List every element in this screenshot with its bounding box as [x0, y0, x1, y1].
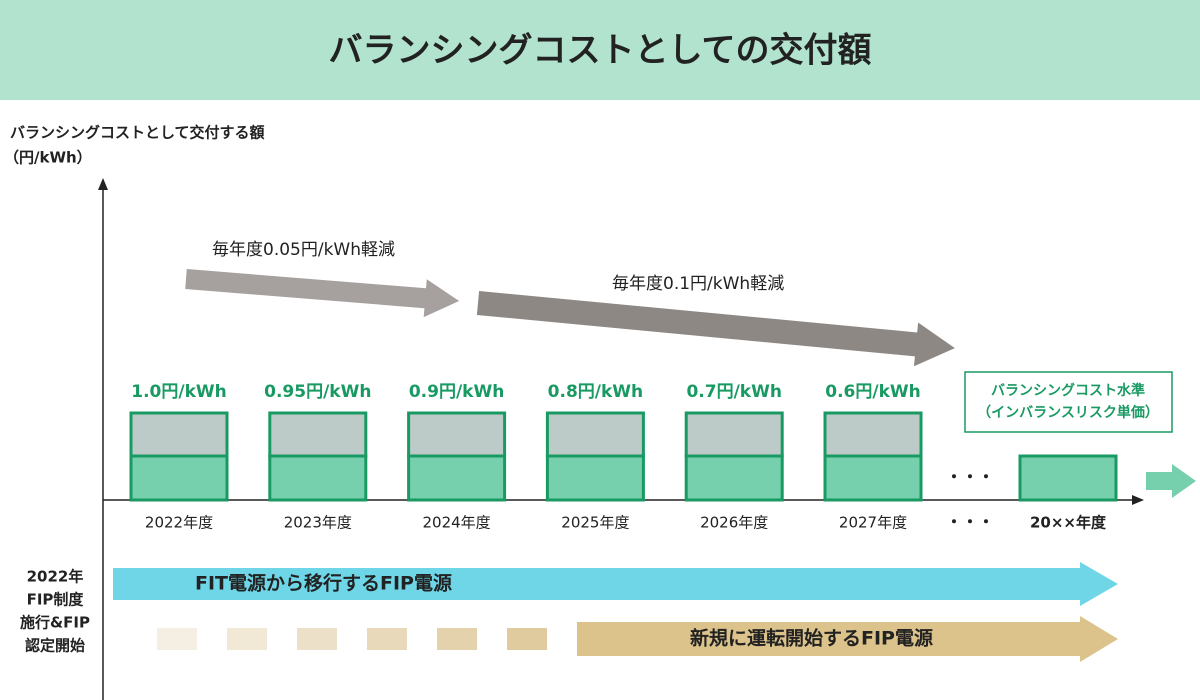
- bar-lower: [545, 454, 645, 502]
- y-axis-arrow: [98, 178, 108, 190]
- bar-lower: [823, 454, 923, 502]
- flow-label: FIT電源から移行するFIP電源: [195, 572, 452, 595]
- year-label: 2026年度: [700, 514, 768, 532]
- flow-block: [227, 628, 267, 650]
- side-note: 認定開始: [25, 637, 85, 655]
- bar-lower: [407, 454, 507, 502]
- bar-label: 0.7円/kWh: [686, 382, 781, 402]
- legend-box: [964, 371, 1173, 433]
- bar-label: 0.95円/kWh: [264, 382, 371, 402]
- ellipsis: ・・・: [946, 468, 994, 487]
- bar-upper: [545, 411, 645, 458]
- continue-arrow: [1146, 464, 1196, 498]
- title: バランシングコストとしての交付額: [329, 31, 872, 71]
- flow-block: [437, 628, 477, 650]
- flow-block: [297, 628, 337, 650]
- legend-text: （インバランスリスク単価）: [977, 404, 1159, 421]
- flow-block: [367, 628, 407, 650]
- side-note: 2022年: [27, 568, 84, 586]
- flow-arrow: [113, 562, 1118, 606]
- annotation: 毎年度0.05円/kWh軽減: [212, 240, 395, 260]
- bar-upper: [684, 411, 784, 458]
- year-label: 2025年度: [561, 514, 629, 532]
- bar-lower: [684, 454, 784, 502]
- bar-upper: [407, 411, 507, 458]
- header-band: [0, 0, 1200, 100]
- flow-arrow: [577, 616, 1118, 662]
- year-label: 2022年度: [145, 514, 213, 532]
- x-axis-arrow: [1132, 495, 1144, 505]
- bar-label: 1.0円/kWh: [131, 382, 226, 402]
- flow-label: 新規に運転開始するFIP電源: [690, 627, 933, 650]
- annotation: 毎年度0.1円/kWh軽減: [612, 274, 784, 294]
- flow-block: [157, 628, 197, 650]
- bar-label: 0.6円/kWh: [825, 382, 920, 402]
- legend-text: バランシングコスト水準: [991, 382, 1145, 399]
- final-year: 20××年度: [1030, 514, 1107, 532]
- flow-block: [507, 628, 547, 650]
- year-label: 2024年度: [423, 514, 491, 532]
- side-note: 施行&FIP: [20, 614, 90, 632]
- bar-label: 0.9円/kWh: [409, 382, 504, 402]
- ellipsis: ・・・: [946, 513, 994, 532]
- bar-upper: [129, 411, 229, 458]
- trend-arrow: [185, 269, 460, 318]
- side-note: FIP制度: [27, 591, 85, 609]
- bar-upper: [823, 411, 923, 458]
- bar-upper: [268, 411, 368, 458]
- bar-lower: [129, 454, 229, 502]
- year-label: 2023年度: [284, 514, 352, 532]
- final-bar: [1018, 454, 1118, 502]
- bar-lower: [268, 454, 368, 502]
- bar-label: 0.8円/kWh: [548, 382, 643, 402]
- year-label: 2027年度: [839, 514, 907, 532]
- trend-arrow: [476, 291, 955, 367]
- axis-unit: （円/kWh）: [4, 149, 92, 167]
- axis-label: バランシングコストとして交付する額: [10, 124, 265, 142]
